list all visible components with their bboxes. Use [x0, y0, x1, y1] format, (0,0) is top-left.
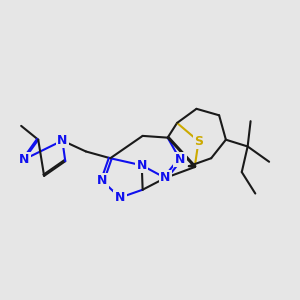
Text: N: N [136, 159, 147, 172]
Text: S: S [194, 135, 203, 148]
Text: N: N [160, 171, 170, 184]
Text: N: N [175, 153, 185, 166]
Text: N: N [57, 134, 68, 147]
Text: N: N [97, 174, 107, 188]
Text: N: N [115, 191, 125, 204]
Text: N: N [19, 153, 29, 166]
